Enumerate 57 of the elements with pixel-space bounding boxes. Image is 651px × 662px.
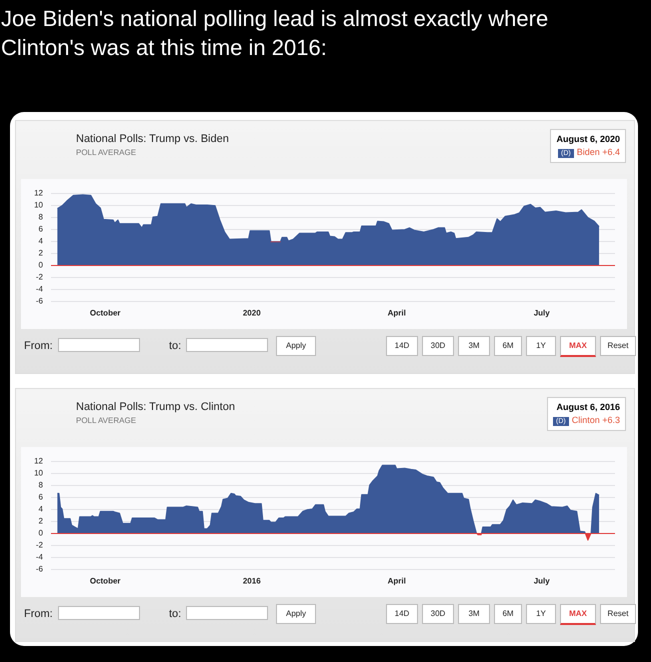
chart-subtitle: POLL AVERAGE <box>76 416 136 425</box>
y-tick-label: -6 <box>36 564 44 574</box>
y-tick-label: 12 <box>34 456 44 466</box>
y-tick-label: 2 <box>38 516 44 526</box>
range-button: 6M <box>494 604 522 624</box>
range-button: 30D <box>422 604 454 624</box>
range-button: Reset <box>600 604 636 624</box>
x-tick-label: April <box>388 576 406 586</box>
range-button: MAX <box>560 604 596 625</box>
range-button: 14D <box>386 604 418 624</box>
chart-subtitle: POLL AVERAGE <box>76 148 136 157</box>
x-tick-label: July <box>534 308 550 318</box>
x-tick-label: 2020 <box>242 308 262 318</box>
text: From: <box>24 340 53 352</box>
y-tick-label: 6 <box>38 224 44 234</box>
y-tick-label: -4 <box>36 284 44 294</box>
chart-title: National Polls: Trump vs. Biden <box>76 133 229 145</box>
y-tick-label: 4 <box>38 504 44 514</box>
text: to: <box>169 340 182 352</box>
y-tick-label: 0 <box>38 528 44 538</box>
text: August 6, 2020 <box>556 134 620 144</box>
y-tick-label: 12 <box>34 188 44 198</box>
y-tick-label: -2 <box>36 540 44 550</box>
range-button: 14D <box>386 336 418 356</box>
x-tick-label: October <box>90 308 121 318</box>
range-button: 1Y <box>526 604 556 624</box>
y-tick-label: 10 <box>34 468 44 478</box>
y-tick-label: 8 <box>38 480 44 490</box>
y-tick-label: 8 <box>38 212 44 222</box>
y-tick-label: 0 <box>38 260 44 270</box>
range-button: Apply <box>276 336 316 356</box>
y-tick-label: 10 <box>34 200 44 210</box>
x-tick-label: April <box>388 308 406 318</box>
text: to: <box>169 608 182 620</box>
text: Joe Biden's national polling lead is almost exactly where Clinton's was at this time in 2016: <box>0 5 550 62</box>
x-tick-label: October <box>90 576 121 586</box>
range-button: 6M <box>494 336 522 356</box>
y-tick-label: -4 <box>36 552 44 562</box>
range-button: 1Y <box>526 336 556 356</box>
y-tick-label: 4 <box>38 236 44 246</box>
range-button: 3M <box>458 604 490 624</box>
text: Biden +6.4 <box>576 147 620 157</box>
range-button: 30D <box>422 336 454 356</box>
text: From: <box>24 608 53 620</box>
x-tick-label: July <box>534 576 550 586</box>
y-tick-label: 2 <box>38 248 44 258</box>
y-tick-label: -6 <box>36 296 44 306</box>
range-button: Apply <box>276 604 316 624</box>
y-tick-label: 6 <box>38 492 44 502</box>
x-tick-label: 2016 <box>242 576 262 586</box>
text: August 6, 2016 <box>555 402 620 412</box>
chart-title: National Polls: Trump vs. Clinton <box>76 401 235 413</box>
range-button: MAX <box>560 336 596 357</box>
range-button: 3M <box>458 336 490 356</box>
y-tick-label: -2 <box>36 272 44 282</box>
range-button: Reset <box>600 336 636 356</box>
text: Clinton +6.3 <box>572 415 620 425</box>
